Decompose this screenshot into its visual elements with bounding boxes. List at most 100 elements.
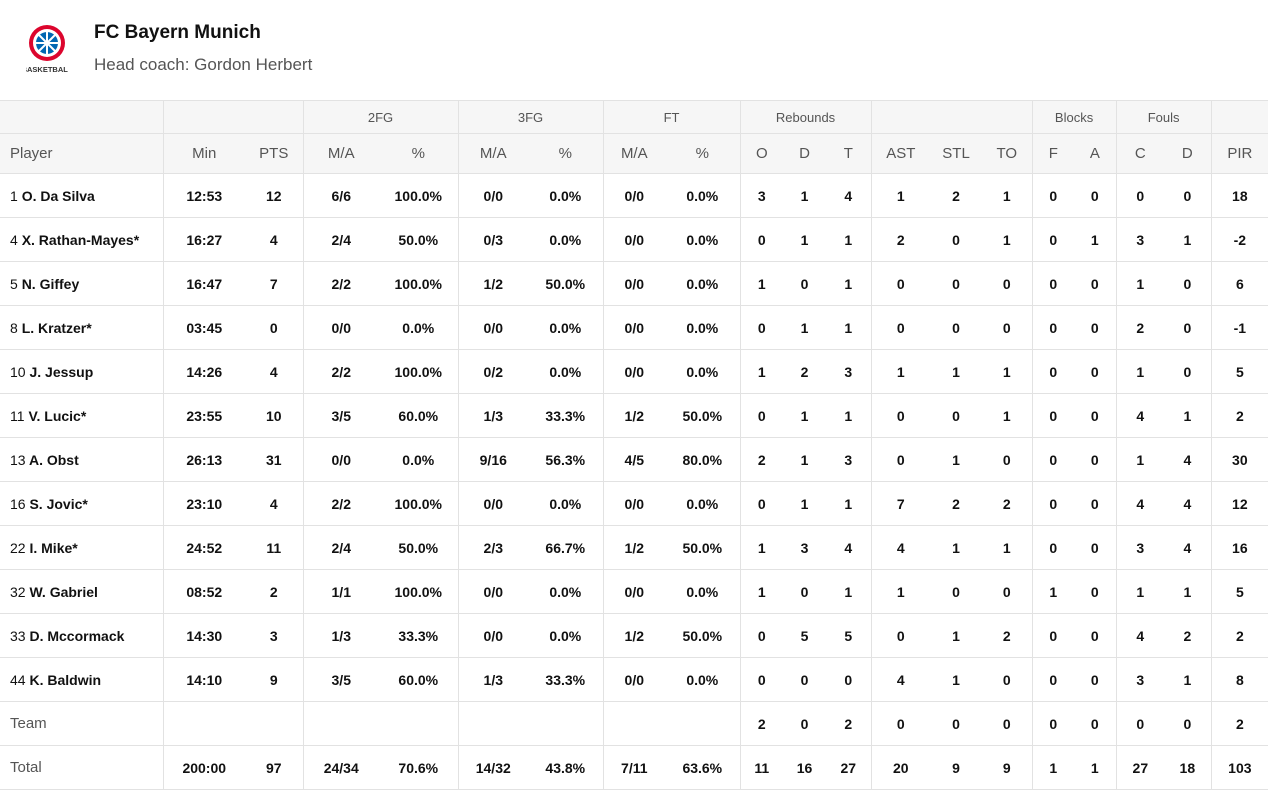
stat-cell: 50.0% (665, 613, 741, 658)
player-number: 16 (10, 495, 26, 512)
column-header: AST (871, 133, 931, 174)
column-header: Min (163, 133, 245, 174)
stat-cell: 63.6% (665, 745, 741, 790)
stat-cell: 0 (1074, 701, 1117, 746)
subtitle: Head coach: Gordon Herbert (94, 55, 313, 74)
stat-cell: 26:13 (163, 437, 245, 482)
stat-cell: 0 (1074, 305, 1117, 350)
stat-cell: 1/2 (603, 393, 666, 438)
stat-cell: 0.0% (528, 481, 604, 526)
stat-cell: 1 (930, 525, 983, 570)
stat-cell: 0 (1074, 173, 1117, 218)
stat-cell: 1 (982, 393, 1033, 438)
stat-cell: 2/2 (303, 349, 379, 394)
stat-cell: 1 (871, 569, 931, 614)
column-header: % (528, 133, 604, 174)
column-header: O (740, 133, 784, 174)
total-row: Total 200:00 97 24/34 70.6% 14/32 43.8% 7/11 63.… (0, 745, 1268, 790)
stat-cell: 0 (982, 305, 1033, 350)
stat-cell: 3/5 (303, 657, 379, 702)
stat-cell: 23:10 (163, 481, 245, 526)
stat-cell (458, 701, 529, 746)
stat-cell: 0 (1116, 701, 1165, 746)
player-name: X. Rathan-Mayes* (21, 231, 140, 248)
stat-cell: 70.6% (379, 745, 459, 790)
stat-cell (245, 701, 304, 746)
stat-cell: 12 (1211, 481, 1268, 526)
stat-cell: 0 (1032, 217, 1075, 262)
stat-cell: 0 (1164, 349, 1212, 394)
column-header: T (826, 133, 872, 174)
stat-cell: 0.0% (665, 657, 741, 702)
player-cell: 4 X. Rathan-Mayes* (0, 217, 164, 262)
stat-cell: 200:00 (163, 745, 245, 790)
stat-cell: 16:27 (163, 217, 245, 262)
stat-cell: 60.0% (379, 393, 459, 438)
stat-cell: 0 (1032, 393, 1075, 438)
player-number: 33 (10, 627, 26, 644)
column-group: 2FG (303, 100, 459, 134)
stat-cell: 10 (245, 393, 304, 438)
stat-cell: 2 (930, 173, 983, 218)
stat-cell: 1 (826, 261, 872, 306)
stat-cell: 1 (1116, 437, 1165, 482)
title: FC Bayern Munich (94, 22, 261, 43)
stat-cell: 0 (1164, 701, 1212, 746)
column-header: PTS (245, 133, 304, 174)
player-number: 13 (10, 451, 26, 468)
stat-cell: 0 (930, 305, 983, 350)
stat-cell: 2 (1211, 393, 1268, 438)
stat-cell: 0 (1032, 437, 1075, 482)
stat-cell: 50.0% (665, 525, 741, 570)
player-name: V. Lucic* (28, 407, 87, 424)
stat-cell: 16 (783, 745, 827, 790)
stat-cell: 3 (826, 437, 872, 482)
stat-cell: 2/4 (303, 525, 379, 570)
stat-cell: 1/3 (458, 657, 529, 702)
stat-cell: 20 (871, 745, 931, 790)
stat-cell: 1 (740, 349, 784, 394)
stat-cell: 60.0% (379, 657, 459, 702)
stat-cell: 30 (1211, 437, 1268, 482)
stat-cell: 0 (783, 701, 827, 746)
stat-cell: 0/0 (458, 613, 529, 658)
stat-cell: 1 (1164, 569, 1212, 614)
stat-cell: 12 (245, 173, 304, 218)
player-name: O. Da Silva (21, 187, 95, 204)
stat-cell: 66.7% (528, 525, 604, 570)
stat-cell: 0 (783, 569, 827, 614)
stat-cell: 1 (1032, 745, 1075, 790)
stat-cell: 0 (930, 393, 983, 438)
stat-cell: 4 (1164, 481, 1212, 526)
stat-cell: 0 (1032, 261, 1075, 306)
column-group: FT (603, 100, 741, 134)
stat-cell: 0.0% (528, 173, 604, 218)
stat-cell: 1 (982, 525, 1033, 570)
stat-cell: 14:10 (163, 657, 245, 702)
stat-cell: 16 (1211, 525, 1268, 570)
column-group (871, 100, 1033, 134)
stat-cell: 0 (1164, 305, 1212, 350)
player-name: K. Baldwin (29, 671, 102, 688)
stat-cell: 1 (783, 305, 827, 350)
stat-cell: 31 (245, 437, 304, 482)
column-header: PIR (1211, 133, 1268, 174)
stat-cell: 0 (1074, 525, 1117, 570)
player-name: L. Kratzer* (21, 319, 92, 336)
stat-cell: 0 (740, 613, 784, 658)
stat-cell: 7/11 (603, 745, 666, 790)
player-row: 4 X. Rathan-Mayes* 16:27 4 2/4 50.0% 0/3 0.0% 0… (0, 217, 1268, 262)
column-group: 3FG (458, 100, 604, 134)
stat-cell: 0 (930, 701, 983, 746)
stat-cell: 2 (1211, 613, 1268, 658)
stat-cell: 2 (740, 437, 784, 482)
stat-cell: 1 (1074, 217, 1117, 262)
stat-cell (379, 701, 459, 746)
stat-cell: 2/2 (303, 261, 379, 306)
stat-cell: 0 (1074, 481, 1117, 526)
stat-cell: 0 (1032, 657, 1075, 702)
column-group (1211, 100, 1268, 134)
player-row: 16 S. Jovic* 23:10 4 2/2 100.0% 0/0 0.0% 0/0 0.0… (0, 481, 1268, 526)
stat-cell: 50.0% (379, 217, 459, 262)
